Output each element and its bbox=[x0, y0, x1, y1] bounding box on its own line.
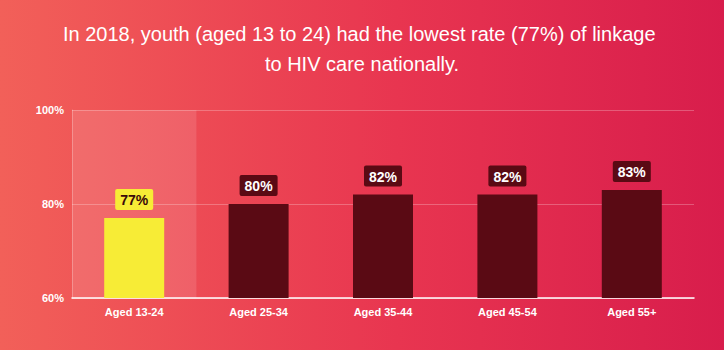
svg-text:Aged 45-54: Aged 45-54 bbox=[478, 306, 538, 318]
svg-text:83%: 83% bbox=[618, 164, 647, 180]
svg-text:80%: 80% bbox=[42, 198, 64, 210]
svg-text:Aged 13-24: Aged 13-24 bbox=[105, 306, 165, 318]
svg-text:100%: 100% bbox=[36, 104, 64, 116]
svg-text:to HIV care nationally.: to HIV care nationally. bbox=[265, 53, 459, 75]
svg-text:82%: 82% bbox=[493, 169, 522, 185]
svg-text:In 2018, youth (aged 13 to 24): In 2018, youth (aged 13 to 24) had the l… bbox=[63, 23, 661, 45]
svg-text:77%: 77% bbox=[120, 192, 149, 208]
svg-text:Aged 25-34: Aged 25-34 bbox=[229, 306, 289, 318]
svg-text:Aged 35-44: Aged 35-44 bbox=[354, 306, 414, 318]
svg-text:60%: 60% bbox=[42, 292, 64, 304]
svg-text:Aged 55+: Aged 55+ bbox=[607, 306, 656, 318]
svg-text:82%: 82% bbox=[369, 169, 398, 185]
svg-text:80%: 80% bbox=[245, 178, 274, 194]
